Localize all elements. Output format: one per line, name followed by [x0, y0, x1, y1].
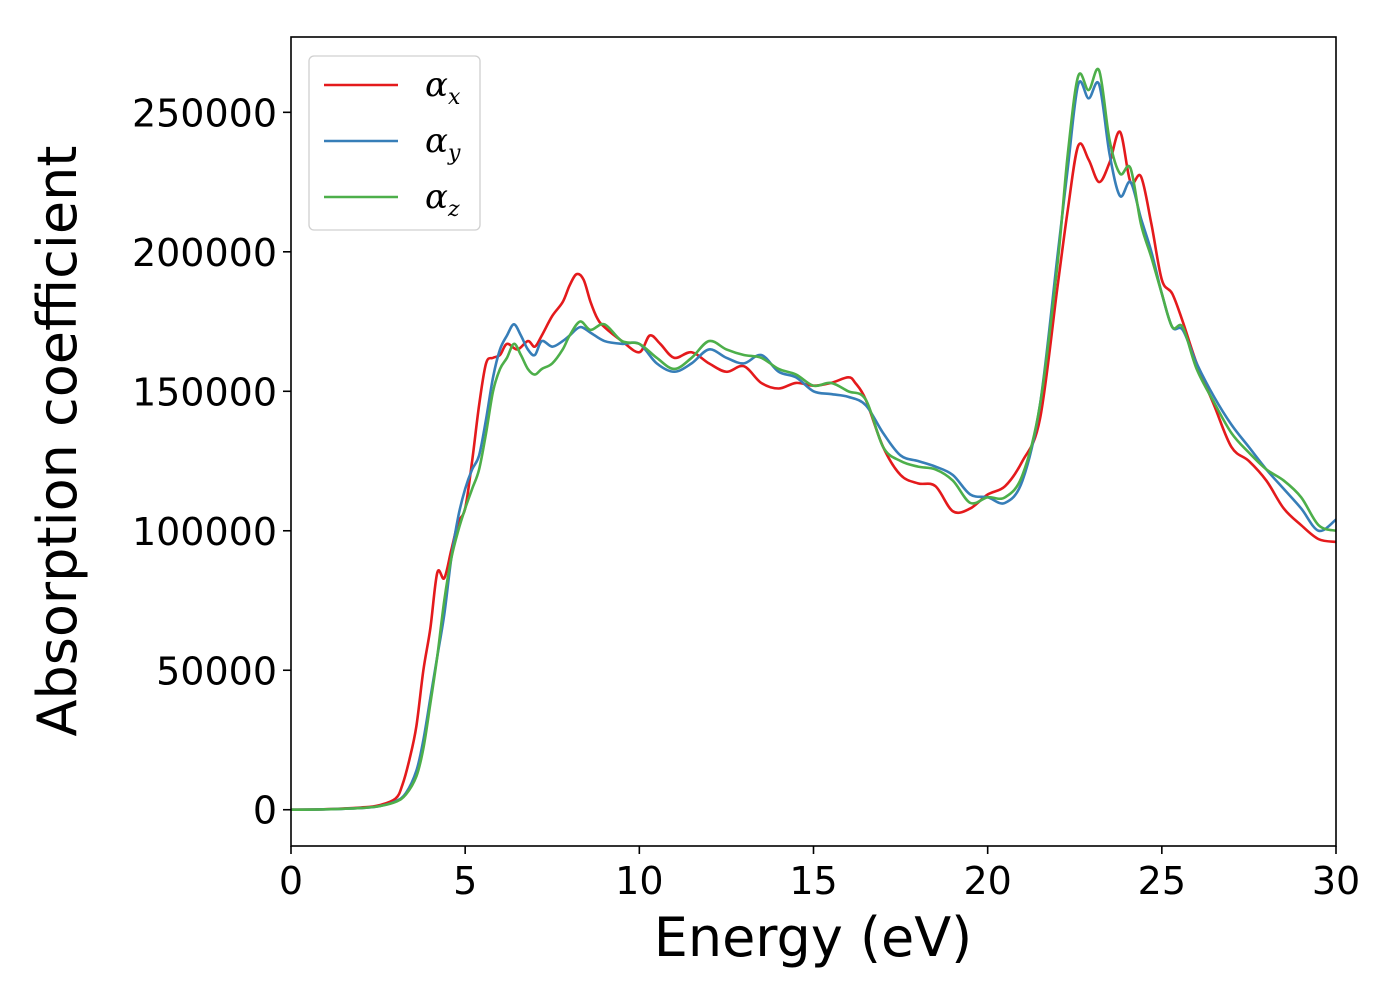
legend-box: [308, 55, 481, 231]
legend: αx αy αz: [308, 55, 481, 231]
x-axis-ticks: 0 5 10 15 20 25 30: [279, 846, 1360, 903]
y-tick-label: 200000: [132, 231, 277, 275]
x-tick-label: 25: [1138, 859, 1186, 903]
legend-item-x: αx: [324, 65, 461, 110]
x-tick-label: 10: [615, 859, 663, 903]
y-tick-label: 50000: [156, 649, 277, 693]
legend-item-y: αy: [324, 121, 461, 166]
x-tick-label: 20: [963, 859, 1011, 903]
legend-item-z: αz: [324, 177, 460, 222]
x-tick-label: 30: [1312, 859, 1360, 903]
x-tick-label: 5: [453, 859, 477, 903]
series-layer: [291, 67, 1336, 812]
y-axis-label: Absorption coefficient: [26, 146, 89, 737]
x-axis-label: Energy (eV): [654, 906, 973, 969]
legend-label: αz: [425, 177, 460, 222]
y-tick-label: 100000: [132, 510, 277, 554]
x-tick-label: 15: [789, 859, 837, 903]
legend-label: αx: [425, 65, 461, 110]
y-tick-label: 150000: [132, 370, 277, 414]
y-axis-ticks: 0 50000 100000 150000 200000 250000: [132, 91, 291, 833]
legend-label: αy: [425, 121, 461, 166]
y-tick-label: 250000: [132, 91, 277, 135]
series-line-z: [291, 67, 1336, 812]
x-tick-label: 0: [279, 859, 303, 903]
y-tick-label: 0: [253, 789, 277, 833]
